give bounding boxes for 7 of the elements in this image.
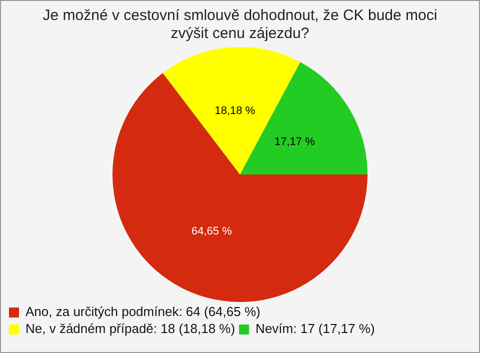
data-label: 18,18 % [214,104,256,117]
legend-label: Ano, za určitých podmínek: 64 (64,65 %) [26,304,260,320]
data-label: 64,65 % [191,226,232,238]
chart-title: Je možné v cestovní smlouvě dohodnout, že CK bude moci zvýšit cenu zájezdu? [42,7,438,43]
data-label: 17,17 % [274,136,316,148]
legend-label: Nevím: 17 (17,17 %) [256,321,375,336]
legend-label: Ne, v žádném případě: 18 (18,18 %) [26,321,236,336]
